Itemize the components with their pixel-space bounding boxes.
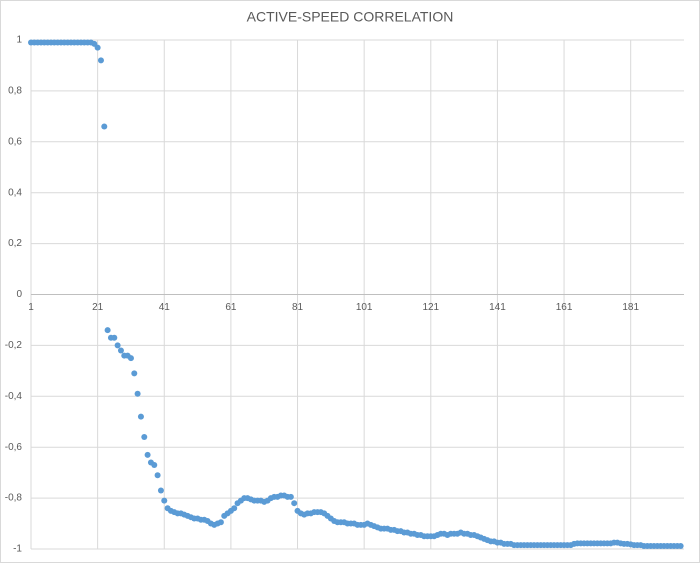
x-tick-label: 101 — [356, 302, 373, 313]
y-tick-label: 0,8 — [8, 86, 22, 97]
data-point — [127, 355, 134, 362]
y-tick-label: -0,8 — [5, 493, 23, 504]
data-point — [217, 519, 224, 526]
data-point — [101, 123, 108, 130]
x-tick-label: 121 — [422, 302, 439, 313]
y-tick-label: -0,6 — [5, 442, 23, 453]
x-tick-label: 161 — [556, 302, 573, 313]
chart-title: ACTIVE-SPEED CORRELATION — [247, 9, 454, 25]
data-point — [144, 451, 151, 458]
x-tick-label: 81 — [292, 302, 304, 313]
data-point — [111, 334, 118, 341]
y-tick-label: 0,2 — [8, 238, 22, 249]
x-tick-label: 1 — [28, 302, 34, 313]
y-tick-label: -1 — [13, 544, 22, 555]
data-point — [154, 472, 161, 479]
data-point — [161, 497, 168, 504]
y-tick-label: 0,4 — [8, 187, 22, 198]
y-tick-label: 0 — [16, 289, 22, 300]
data-point — [104, 327, 111, 334]
y-tick-label: 1 — [16, 35, 22, 46]
y-tick-label: -0,2 — [5, 340, 23, 351]
data-point — [117, 347, 124, 354]
data-point — [157, 487, 164, 494]
data-point — [151, 462, 158, 469]
y-tick-label: -0,4 — [5, 391, 23, 402]
data-point — [231, 505, 238, 512]
data-point — [94, 44, 101, 51]
data-point — [141, 434, 148, 441]
data-point — [97, 57, 104, 64]
data-point — [291, 500, 298, 507]
x-tick-label: 141 — [489, 302, 506, 313]
x-tick-label: 21 — [92, 302, 104, 313]
y-tick-label: 0,6 — [8, 136, 22, 147]
data-point — [677, 542, 684, 549]
data-point — [131, 370, 138, 377]
data-point — [287, 493, 294, 500]
data-point — [137, 413, 144, 420]
data-point — [134, 390, 141, 397]
x-tick-label: 61 — [225, 302, 237, 313]
x-tick-label: 181 — [622, 302, 639, 313]
x-tick-label: 41 — [159, 302, 171, 313]
data-point — [114, 342, 121, 349]
